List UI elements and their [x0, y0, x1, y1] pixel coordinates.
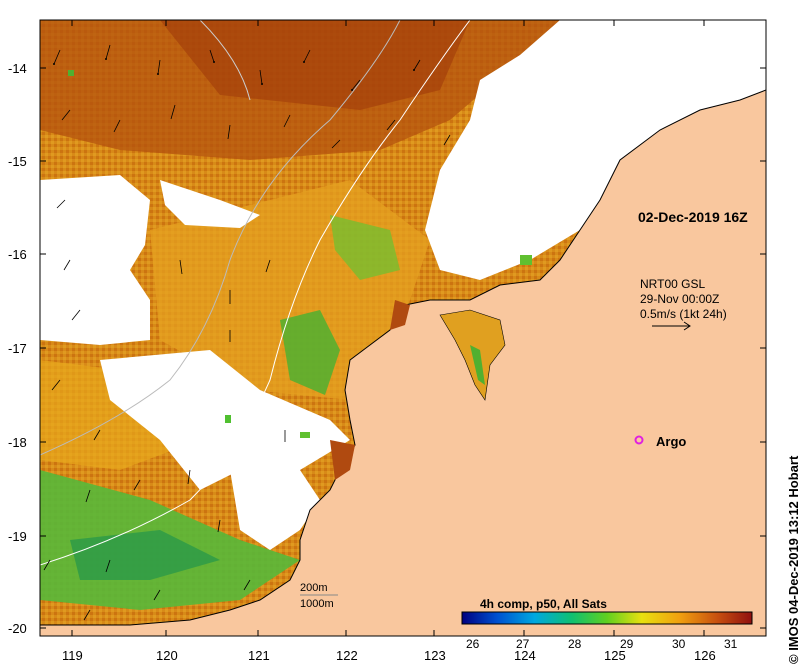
depth-200-label: 200m [300, 582, 328, 594]
lon-label: 122 [336, 648, 358, 663]
coastal-warm [330, 440, 355, 480]
cloud-strip [160, 180, 260, 228]
coastal-warm-2 [390, 300, 410, 330]
cloud-north-east [425, 20, 766, 280]
lon-label: 121 [248, 648, 270, 663]
colorbar-tick: 31 [724, 637, 738, 651]
argo-marker-icon [634, 435, 644, 445]
current-vectors [43, 44, 451, 621]
lat-label: -15 [8, 154, 27, 169]
current-vector-heads [53, 58, 415, 91]
lon-label: 126 [694, 648, 716, 663]
scale-arrow-icon [652, 321, 691, 331]
credit-label: © IMOS 04-Dec-2019 13:12 Hobart [786, 455, 801, 664]
plot-frame [39, 19, 767, 637]
argo-label: Argo [656, 434, 686, 449]
lon-ticks [71, 20, 705, 636]
lat-ticks [40, 67, 766, 629]
cool-patch-2 [330, 215, 400, 280]
lat-label: -17 [8, 341, 27, 356]
green-dot [68, 70, 74, 76]
lat-label: -16 [8, 247, 27, 262]
lon-label: 124 [514, 648, 536, 663]
current-scale-label: 0.5m/s (1kt 24h) [640, 307, 727, 321]
colorbar-tick: 29 [620, 637, 634, 651]
lat-label: -14 [8, 61, 27, 76]
contour-1000m [40, 20, 471, 566]
lat-label: -19 [8, 529, 27, 544]
depth-1000-label: 1000m [300, 598, 334, 610]
colorbar [461, 611, 753, 625]
green-dot [225, 415, 231, 423]
cool-patch-1 [280, 310, 340, 395]
colorbar-title: 4h comp, p50, All Sats [480, 597, 607, 611]
land-mass [40, 89, 766, 636]
lat-label: -18 [8, 435, 27, 450]
lon-label: 120 [156, 648, 178, 663]
contour-200m [40, 20, 401, 456]
timestamp-label: 02-Dec-2019 16Z [638, 209, 748, 225]
colorbar-tick: 27 [516, 637, 530, 651]
current-time-label: 29-Nov 00:00Z [640, 292, 719, 306]
colorbar-tick: 30 [672, 637, 686, 651]
green-dot [520, 255, 532, 265]
cloud-south [230, 470, 320, 550]
hot-core-north [160, 20, 470, 110]
lon-label: 123 [424, 648, 446, 663]
lon-label: 125 [604, 648, 626, 663]
gulf-cool-spot [470, 345, 485, 385]
lat-label: -20 [8, 621, 27, 636]
green-dot [300, 432, 310, 438]
colorbar-tick: 28 [568, 637, 582, 651]
colorbar-tick: 26 [466, 637, 480, 651]
cloud-west [40, 175, 150, 345]
current-source-label: NRT00 GSL [640, 277, 705, 291]
contour-north [199, 20, 251, 101]
lon-label: 119 [62, 648, 83, 663]
sst-field [40, 20, 766, 636]
